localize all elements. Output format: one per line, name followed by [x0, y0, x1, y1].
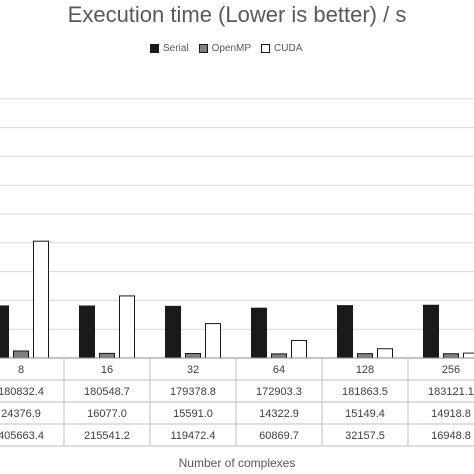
table-cell-cuda: 215541.2 [84, 430, 130, 442]
bar-serial-128 [337, 305, 353, 359]
table-cell-cuda: 60869.7 [259, 430, 299, 442]
bar-cuda-256 [463, 352, 474, 359]
x-tick-label: 16 [101, 364, 113, 376]
x-tick-label: 256 [442, 364, 460, 376]
legend-swatch-cuda [261, 43, 271, 53]
legend-item-serial: Serial [150, 43, 189, 54]
table-cell-cuda: 16948.8 [431, 430, 471, 442]
bar-openmp-256 [443, 353, 459, 359]
x-tick-label: 32 [187, 364, 199, 376]
table-cell-cuda: 405663.4 [0, 430, 44, 442]
table-cell-serial: 181863.5 [342, 386, 388, 398]
x-tick-label: 128 [356, 364, 374, 376]
legend-label-serial: Serial [163, 42, 189, 54]
table-cell-serial: 183121.1 [428, 386, 474, 398]
bar-cuda-8 [33, 240, 49, 359]
bar-serial-16 [79, 305, 95, 359]
table-cell-openmp: 14918.8 [431, 408, 471, 420]
legend-item-openmp: OpenMP [198, 42, 252, 54]
table-cell-serial: 179378.8 [170, 386, 216, 398]
bar-cuda-64 [291, 339, 307, 359]
table-cell-cuda: 119472.4 [170, 430, 215, 442]
bar-openmp-16 [99, 352, 115, 359]
chart-title: Execution time (Lower is better) / s [67, 2, 407, 27]
table-cell-openmp: 14322.9 [259, 408, 299, 420]
bar-openmp-8 [13, 350, 29, 359]
legend-label-openmp: OpenMP [211, 42, 252, 54]
legend-label-cuda: CUDA [274, 42, 303, 54]
table-cell-openmp: 16077.0 [87, 408, 127, 420]
x-axis-title: Number of complexes [178, 456, 296, 470]
table-cell-serial: 180548.7 [84, 386, 130, 398]
table-cell-openmp: 24376.9 [1, 408, 41, 420]
bar-openmp-128 [357, 353, 373, 359]
table-cell-openmp: 15149.4 [345, 408, 385, 420]
table-cell-cuda: 32157.5 [345, 430, 385, 442]
table-cell-serial: 172903.3 [256, 386, 302, 398]
bar-cuda-128 [377, 348, 393, 359]
table-cell-serial: 180832.4 [0, 386, 44, 398]
legend-swatch-openmp [198, 43, 208, 53]
bar-serial-32 [165, 305, 181, 359]
legend-swatch-serial [150, 43, 159, 53]
bar-serial-256 [423, 304, 439, 359]
legend-item-cuda: CUDA [261, 43, 302, 54]
table-cell-openmp: 15591.0 [173, 408, 213, 420]
bar-openmp-64 [271, 353, 287, 359]
x-tick-label: 64 [273, 364, 285, 376]
x-tick-label: 8 [18, 364, 24, 376]
bar-serial-8 [0, 305, 9, 359]
bar-openmp-32 [185, 353, 201, 359]
legend: Serial OpenMP CUDA [150, 40, 312, 56]
bar-cuda-16 [119, 295, 135, 359]
bar-serial-64 [251, 307, 267, 359]
bar-cuda-32 [205, 323, 221, 359]
